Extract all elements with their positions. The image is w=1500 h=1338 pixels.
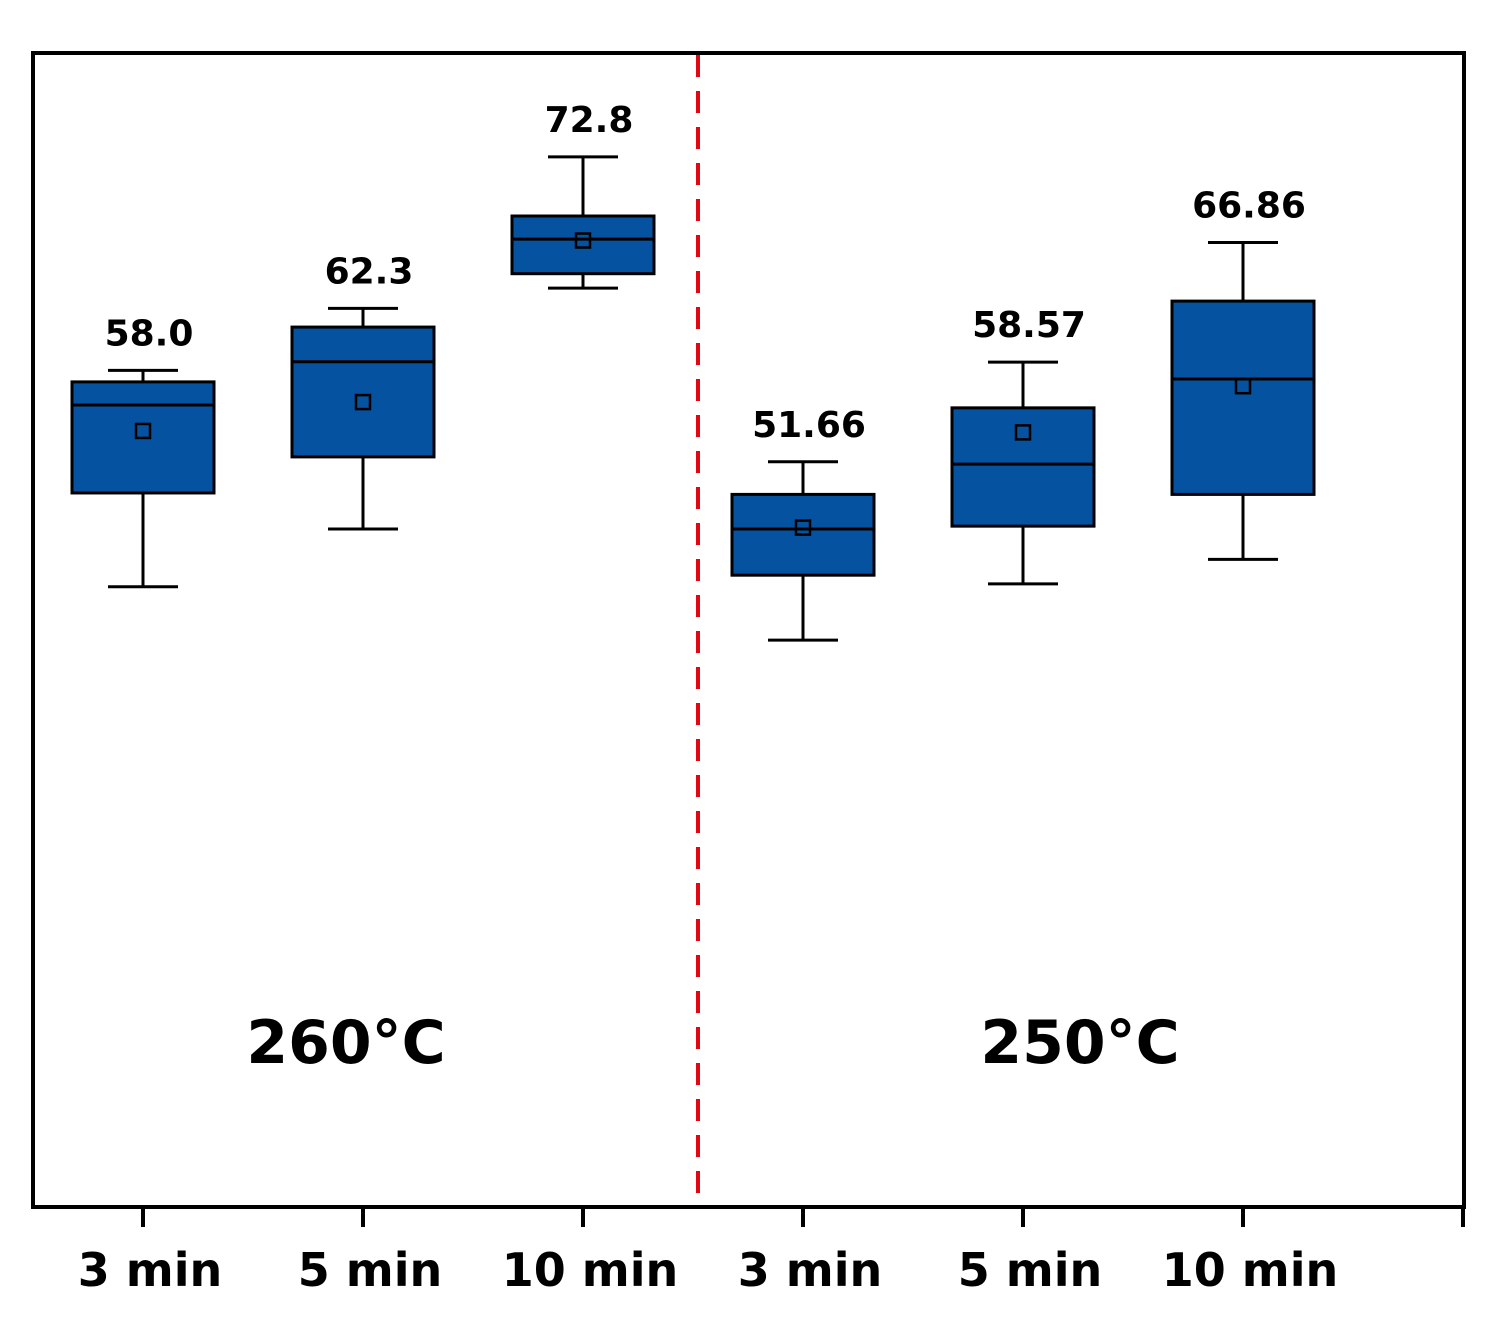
iqr-box [70,380,216,495]
max-value-label: 72.8 [545,100,634,141]
x-tick-label: 10 min [1162,1243,1338,1297]
mean-marker [794,519,812,536]
iqr-box [950,406,1096,528]
max-value-label: 58.57 [972,305,1086,346]
iqr-box [290,325,436,459]
x-tick-label: 5 min [958,1243,1102,1297]
x-tick-label: 10 min [502,1243,678,1297]
max-value-label: 62.3 [325,251,414,292]
max-value-label: 66.86 [1192,186,1306,227]
max-value-label: 58.0 [105,313,194,354]
mean-marker [1234,377,1252,395]
mean-marker [354,393,372,411]
plot-frame [31,51,1466,1209]
iqr-box [1170,299,1316,496]
mean-marker [574,232,592,249]
group-label: 260°C [246,1008,445,1078]
group-label: 250°C [980,1008,1179,1078]
x-tick-label: 3 min [738,1243,882,1297]
mean-marker [1014,424,1032,441]
max-value-label: 51.66 [752,405,866,446]
x-tick-label: 5 min [298,1243,442,1297]
iqr-box [510,214,656,276]
mean-marker [134,422,152,440]
x-tick-label: 3 min [78,1243,222,1297]
